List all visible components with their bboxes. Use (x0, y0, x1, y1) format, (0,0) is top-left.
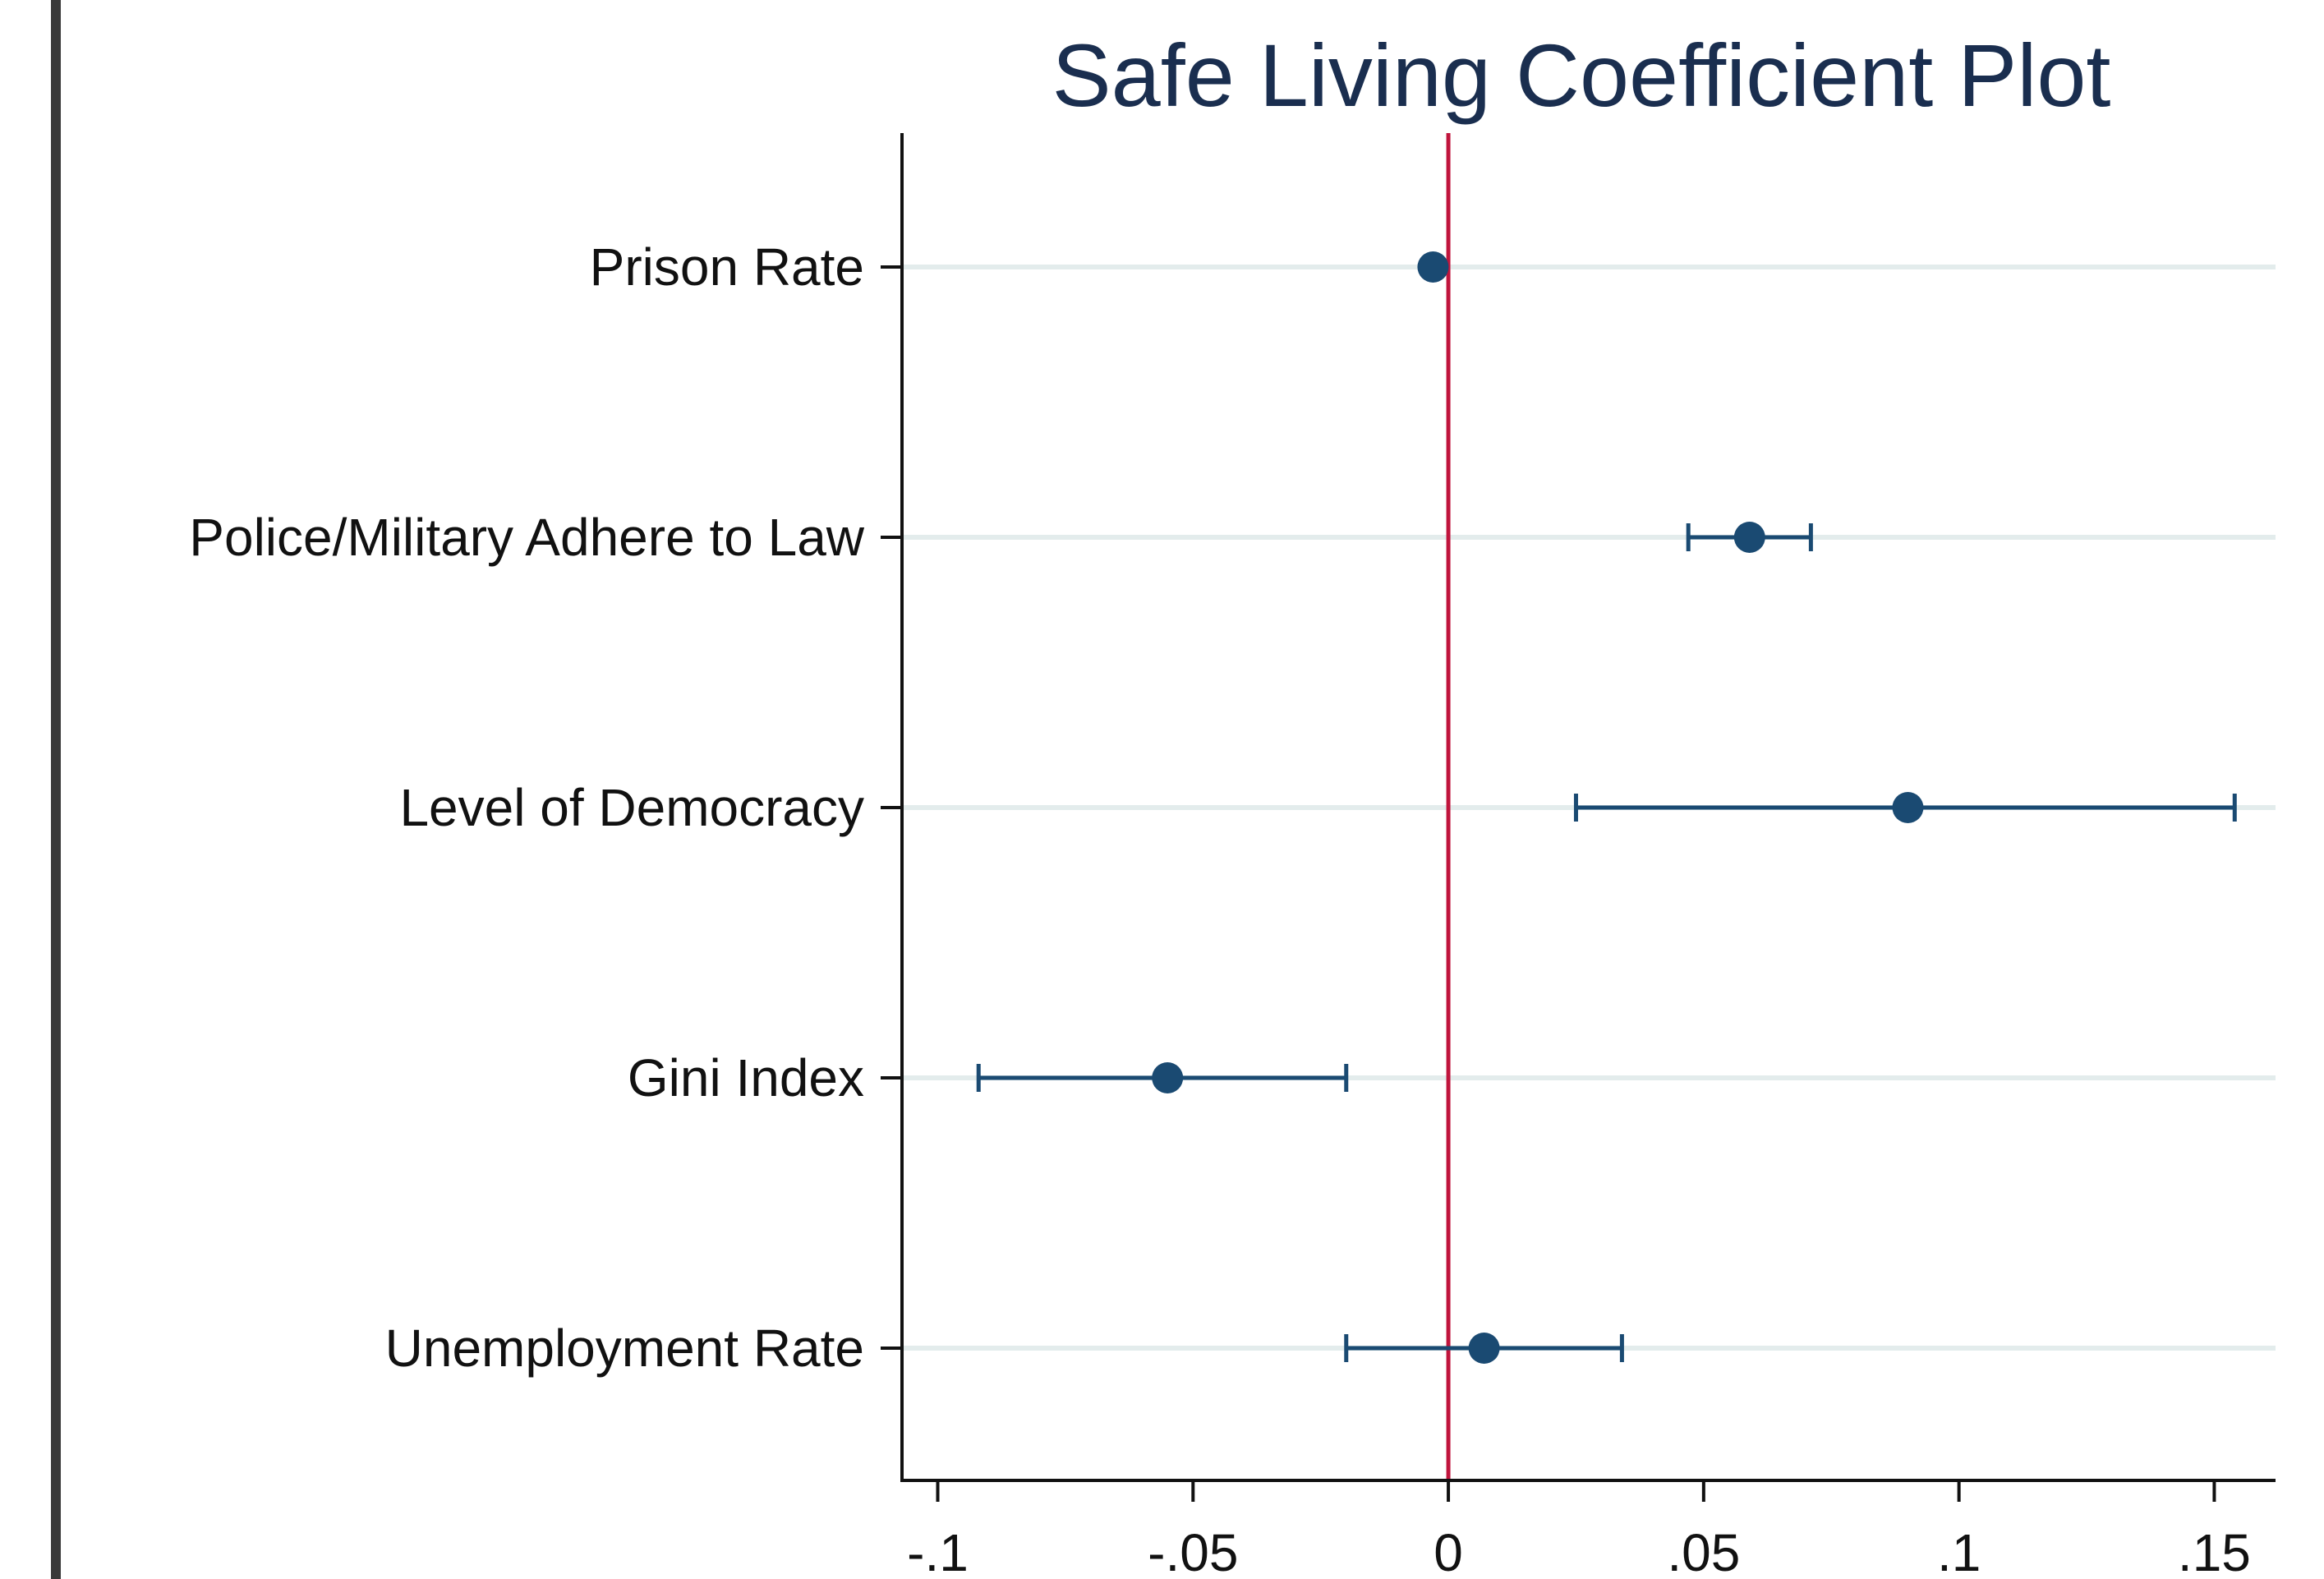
estimate-point (1417, 251, 1449, 283)
x-tick-label: -.05 (1148, 1523, 1238, 1579)
axis-layer (881, 133, 2276, 1502)
x-tick-label: -.1 (907, 1523, 969, 1579)
y-tick-label: Level of Democracy (399, 778, 864, 837)
estimate-point (1152, 1062, 1184, 1093)
y-tick-label: Prison Rate (590, 237, 864, 297)
label-layer: -.1 -.05 0 .05 .1 .15 Prison Rate Police/Milita… (189, 237, 2251, 1579)
estimate-point (1892, 792, 1924, 823)
x-tick-label: .15 (2178, 1523, 2251, 1579)
confidence-interval-layer (976, 523, 2237, 1362)
y-tick-label: Police/Military Adhere to Law (189, 508, 865, 567)
x-tick-label: 0 (1434, 1523, 1463, 1579)
estimate-point (1468, 1333, 1500, 1364)
x-tick-label: .05 (1667, 1523, 1740, 1579)
estimate-point-layer (1152, 251, 1924, 1364)
x-tick-label: .1 (1937, 1523, 1981, 1579)
y-tick-label: Gini Index (628, 1048, 864, 1107)
chart-title: Safe Living Coefficient Plot (1052, 25, 2111, 125)
y-tick-label: Unemployment Rate (385, 1319, 864, 1378)
estimate-point (1733, 522, 1765, 553)
left-border-bar (51, 0, 61, 1579)
